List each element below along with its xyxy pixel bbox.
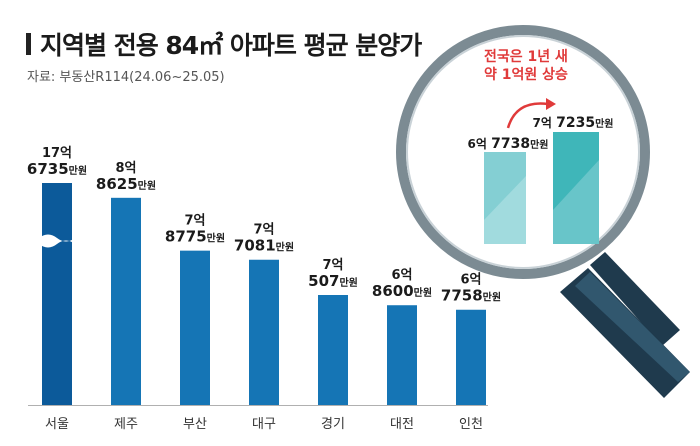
chart-title: 지역별 전용 84㎡ 아파트 평균 분양가 [40,31,422,60]
inset-before-unit: 만원 [530,138,548,151]
x-tick-2: 부산 [183,417,207,432]
inset-before-man: 7738 [491,136,530,152]
chart-source: 자료: 부동산R114(24.06~25.05) [27,70,225,85]
bar-5 [387,305,417,405]
rise-arrow-head [546,98,556,110]
callout-line-1: 전국은 1년 새 [484,49,568,65]
inset-bar-after-shade [553,160,599,244]
bar-value-man-6: 7758 [441,287,483,305]
lens-neck [590,252,680,346]
bar-value-man-1: 8625 [96,175,138,193]
bar-value-label-6: 7758만원 [441,287,501,305]
bar-value-label-2: 8775만원 [165,228,225,246]
x-axis-baseline [28,405,488,406]
bar-value-man-0: 6735 [27,160,69,178]
inset-after-eok: 7억 [533,116,557,130]
bar-label-eok-3: 7억 [253,223,274,238]
x-tick-0: 서울 [45,417,69,432]
inset-label-before: 6억 7738만원 [468,136,549,152]
bar-value-unit-5: 만원 [414,286,432,299]
bar-label-eok-0: 17억 [42,146,72,161]
bar-value-unit-6: 만원 [483,291,501,304]
bar-label-eok-6: 6억 [460,273,481,288]
bar-1 [111,197,141,405]
bar-value-man-2: 8775 [165,228,207,246]
bar-0 [42,183,72,405]
bar-label-eok-2: 7억 [184,214,205,229]
bar-3 [249,259,279,405]
bar-value-man-4: 507 [308,272,339,290]
bar-value-label-4: 507만원 [308,272,358,290]
inset-before-eok: 6억 [468,137,492,151]
bar-value-unit-4: 만원 [339,276,357,289]
rise-arrow [506,102,549,129]
x-tick-3: 대구 [252,417,276,432]
inset-after-unit: 만원 [595,117,613,130]
title-marker [26,33,31,55]
bar-value-label-5: 8600만원 [372,282,432,300]
x-tick-4: 경기 [321,417,345,432]
bar-value-label-1: 8625만원 [96,175,156,193]
bar-value-label-3: 7081만원 [234,237,294,255]
lens-rim-inner [406,35,640,269]
inset-callout: 전국은 1년 새 약 1억원 상승 [460,48,592,84]
axis-break-mark [39,234,75,248]
bar-value-man-5: 8600 [372,282,414,300]
bar-label-eok-4: 7억 [322,258,343,273]
lens-handle-shine [575,272,690,382]
bar-4 [318,295,348,405]
bar-value-man-3: 7081 [234,237,276,255]
bar-label-eok-1: 8억 [115,161,136,176]
bar-value-label-0: 6735만원 [27,160,87,178]
x-tick-5: 대전 [390,417,414,432]
bar-6 [456,309,486,405]
inset-label-after: 7억 7235만원 [533,115,614,131]
bar-value-unit-0: 만원 [69,164,87,177]
x-tick-6: 인천 [459,417,483,432]
inset-after-man: 7235 [556,115,595,131]
bar-value-unit-2: 만원 [207,232,225,245]
bar-value-unit-3: 만원 [276,241,294,254]
bar-2 [180,250,210,405]
callout-line-2: 약 1억원 상승 [484,67,568,83]
bar-label-eok-5: 6억 [391,268,412,283]
inset-bar-before-shade [484,176,526,244]
bar-value-unit-1: 만원 [138,179,156,192]
x-tick-1: 제주 [114,417,138,432]
